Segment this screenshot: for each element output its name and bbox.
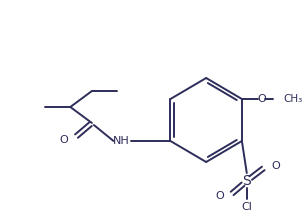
Text: O: O [60,135,68,145]
Text: NH: NH [113,136,130,146]
Text: CH₃: CH₃ [283,94,302,104]
Text: O: O [257,94,266,104]
Text: S: S [242,174,251,188]
Text: O: O [215,191,224,201]
Text: O: O [271,161,280,171]
Text: Cl: Cl [241,202,252,212]
